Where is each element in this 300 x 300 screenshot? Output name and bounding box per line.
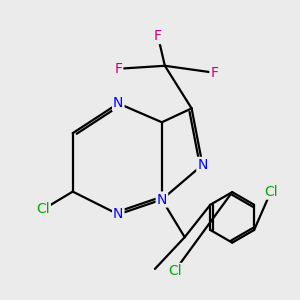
Text: N: N	[113, 96, 124, 110]
Text: Cl: Cl	[168, 264, 182, 278]
Text: F: F	[154, 29, 162, 43]
Text: N: N	[157, 193, 167, 206]
Text: Cl: Cl	[36, 202, 50, 216]
Text: N: N	[113, 207, 124, 221]
Text: Cl: Cl	[264, 184, 278, 199]
Text: F: F	[210, 66, 218, 80]
Text: F: F	[114, 62, 122, 76]
Text: N: N	[197, 158, 208, 172]
